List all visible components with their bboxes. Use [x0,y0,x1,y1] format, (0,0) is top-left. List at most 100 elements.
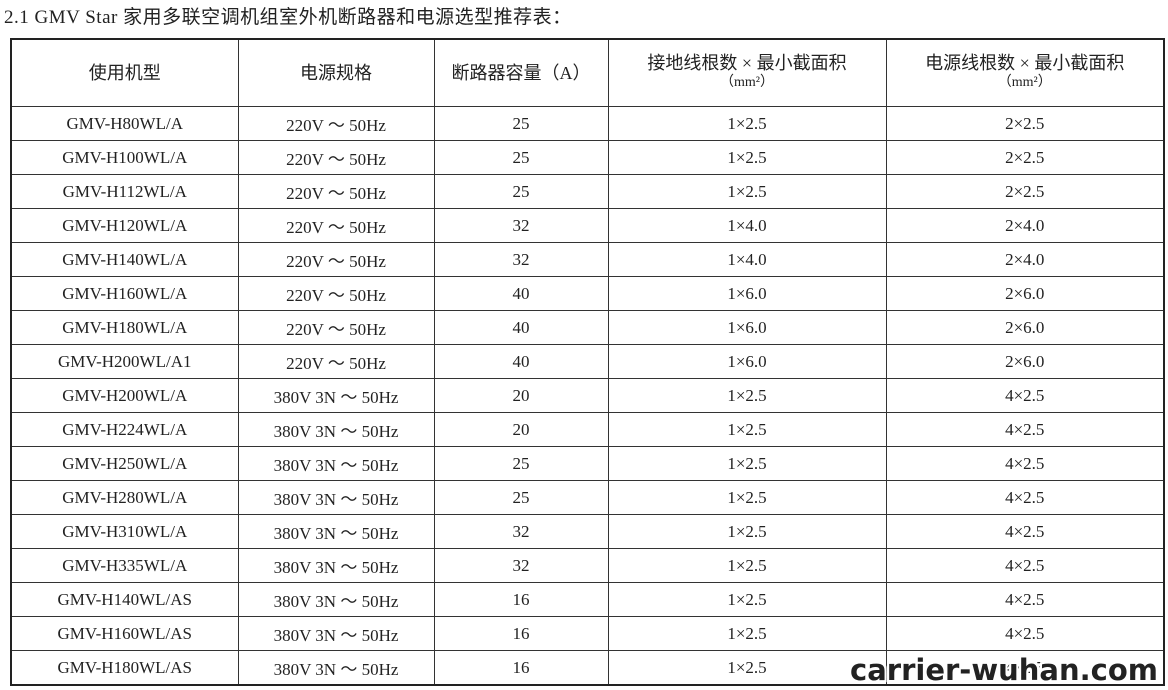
table-cell: 4×2.5 [885,480,1165,515]
table-cell: 1×2.5 [607,446,887,481]
table-cell: 220V ～ 50Hz [237,276,435,311]
table-cell: GMV-H310WL/A [10,514,239,549]
table-cell: 1×2.5 [607,514,887,549]
table-cell: GMV-H120WL/A [10,208,239,243]
table-cell: GMV-H200WL/A [10,378,239,413]
table-row: GMV-H112WL/A 220V ～ 50Hz 25 1×2.5 2×2.5 [10,174,1165,209]
table-cell: 380V 3N ～ 50Hz [237,582,435,617]
header-text: 接地线根数 × 最小截面积 [647,53,847,73]
table-cell: 20 [433,378,609,413]
table-cell: 220V ～ 50Hz [237,208,435,243]
table-cell: 25 [433,140,609,175]
table-cell: 40 [433,344,609,379]
table-cell: GMV-H250WL/A [10,446,239,481]
header-text: 电源线根数 × 最小截面积 [925,53,1125,73]
table-cell: GMV-H224WL/A [10,412,239,447]
table-cell: 380V 3N ～ 50Hz [237,480,435,515]
table-cell: 220V ～ 50Hz [237,106,435,141]
table-cell: 4×2.5 [885,650,1165,686]
table-cell: 380V 3N ～ 50Hz [237,514,435,549]
table-cell: 4×2.5 [885,582,1165,617]
header-text: 断路器容量（A） [451,63,591,83]
table-cell: 1×2.5 [607,616,887,651]
table-cell: 1×2.5 [607,480,887,515]
table-cell: 4×2.5 [885,616,1165,651]
table-cell: 2×2.5 [885,140,1165,175]
table-cell: 32 [433,242,609,277]
table-row: GMV-H160WL/AS 380V 3N ～ 50Hz 16 1×2.5 4×2.5 [10,616,1165,651]
table-cell: GMV-H180WL/AS [10,650,239,686]
table-cell: 220V ～ 50Hz [237,174,435,209]
table-cell: 4×2.5 [885,548,1165,583]
header-cell: 接地线根数 × 最小截面积 （mm²） [607,38,887,107]
table-row: GMV-H200WL/A1 220V ～ 50Hz 40 1×6.0 2×6.0 [10,344,1165,379]
table-cell: 25 [433,480,609,515]
table-cell: 4×2.5 [885,514,1165,549]
table-row: GMV-H140WL/A 220V ～ 50Hz 32 1×4.0 2×4.0 [10,242,1165,277]
table-cell: 380V 3N ～ 50Hz [237,616,435,651]
table-cell: GMV-H100WL/A [10,140,239,175]
table-cell: 2×2.5 [885,174,1165,209]
table-cell: 1×2.5 [607,548,887,583]
table-cell: GMV-H140WL/AS [10,582,239,617]
table-cell: 1×4.0 [607,208,887,243]
table-cell: 25 [433,174,609,209]
table-row: GMV-H80WL/A 220V ～ 50Hz 25 1×2.5 2×2.5 [10,106,1165,141]
table-cell: 4×2.5 [885,412,1165,447]
table-row: GMV-H140WL/AS 380V 3N ～ 50Hz 16 1×2.5 4×2.5 [10,582,1165,617]
header-cell: 电源线根数 × 最小截面积 （mm²） [885,38,1165,107]
table-cell: 16 [433,616,609,651]
table-row: GMV-H280WL/A 380V 3N ～ 50Hz 25 1×2.5 4×2.5 [10,480,1165,515]
table-cell: 1×2.5 [607,582,887,617]
table-row: GMV-H335WL/A 380V 3N ～ 50Hz 32 1×2.5 4×2.5 [10,548,1165,583]
table-cell: GMV-H160WL/AS [10,616,239,651]
table-cell: 1×2.5 [607,106,887,141]
table-cell: GMV-H280WL/A [10,480,239,515]
table-cell: 25 [433,106,609,141]
table-cell: 1×2.5 [607,140,887,175]
table-cell: 16 [433,582,609,617]
table-cell: 2×6.0 [885,276,1165,311]
table-cell: 380V 3N ～ 50Hz [237,446,435,481]
table-cell: 1×2.5 [607,378,887,413]
table-row: GMV-H310WL/A 380V 3N ～ 50Hz 32 1×2.5 4×2.5 [10,514,1165,549]
table-cell: GMV-H80WL/A [10,106,239,141]
table-cell: 1×2.5 [607,174,887,209]
table-row: GMV-H120WL/A 220V ～ 50Hz 32 1×4.0 2×4.0 [10,208,1165,243]
table-cell: GMV-H112WL/A [10,174,239,209]
header-text: 使用机型 [88,63,161,83]
table-cell: 1×6.0 [607,344,887,379]
table-cell: GMV-H335WL/A [10,548,239,583]
table-cell: 2×2.5 [885,106,1165,141]
table-cell: 220V ～ 50Hz [237,310,435,345]
header-cell: 电源规格 [237,38,435,107]
table-row: GMV-H180WL/AS 380V 3N ～ 50Hz 16 1×2.5 4×2.5 [10,650,1165,686]
table-cell: 16 [433,650,609,686]
header-cell: 断路器容量（A） [433,38,609,107]
table-cell: 2×6.0 [885,310,1165,345]
table-cell: 1×2.5 [607,412,887,447]
header-row: 使用机型 电源规格 断路器容量（A） 接地线根数 × 最小截面积 （mm²） 电源线根数 … [10,38,1165,107]
table-cell: GMV-H180WL/A [10,310,239,345]
table-row: GMV-H100WL/A 220V ～ 50Hz 25 1×2.5 2×2.5 [10,140,1165,175]
header-unit: （mm²） [720,75,774,90]
watermark: carrier-wuhan.com [850,653,1158,687]
table-row: GMV-H200WL/A 380V 3N ～ 50Hz 20 1×2.5 4×2.5 [10,378,1165,413]
table-cell: 32 [433,514,609,549]
table-cell: 40 [433,276,609,311]
table-row: GMV-H224WL/A 380V 3N ～ 50Hz 20 1×2.5 4×2.5 [10,412,1165,447]
table-cell: 220V ～ 50Hz [237,344,435,379]
table-row: GMV-H160WL/A 220V ～ 50Hz 40 1×6.0 2×6.0 [10,276,1165,311]
header-cell: 使用机型 [10,38,239,107]
table-cell: 380V 3N ～ 50Hz [237,548,435,583]
table-cell: 220V ～ 50Hz [237,242,435,277]
title: 2.1 GMV Star 家用多联空调机组室外机断路器和电源选型推荐表： [4,7,572,28]
table-cell: 2×6.0 [885,344,1165,379]
table-cell: 25 [433,446,609,481]
table-cell: 20 [433,412,609,447]
table-cell: 32 [433,208,609,243]
table-cell: GMV-H200WL/A1 [10,344,239,379]
header-unit: （mm²） [997,75,1052,90]
table-cell: 380V 3N ～ 50Hz [237,378,435,413]
